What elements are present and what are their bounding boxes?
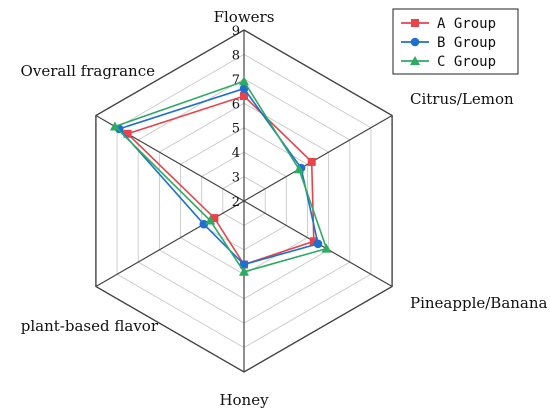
spoke-1 — [243, 114, 393, 202]
legend-label: C Group — [437, 54, 496, 70]
tick-label: 2 — [232, 195, 240, 210]
tick-label: 7 — [232, 73, 240, 88]
data-point — [239, 260, 249, 269]
data-point — [307, 157, 316, 166]
tick-label: 8 — [232, 48, 240, 63]
tick-label: 3 — [232, 171, 240, 186]
legend: A Group B Group C Group — [392, 8, 519, 75]
series-line — [113, 80, 328, 273]
radar-axis-labels: Flowers Citrus/Lemon Pineapple/Banana Honey… — [21, 8, 548, 409]
data-point — [199, 219, 209, 229]
data-point — [239, 266, 249, 276]
axis-label-1: Citrus/Lemon — [410, 90, 514, 108]
radar-tick-labels: 2 3 4 5 6 7 8 9 — [232, 24, 240, 210]
data-point — [205, 215, 216, 225]
data-point — [321, 243, 332, 253]
radar-series — [109, 76, 332, 276]
axis-label-2: Pineapple/Banana — [410, 294, 548, 312]
axis-label-0: Flowers — [214, 8, 275, 26]
legend-item: B Group — [401, 35, 496, 51]
series-b-group — [114, 84, 323, 269]
data-point — [240, 92, 248, 100]
axis-label-4: plant-based flavor — [21, 317, 159, 335]
axis-label-3: Honey — [219, 391, 269, 409]
legend-marker — [410, 56, 420, 65]
legend-label: B Group — [437, 35, 496, 51]
tick-label: 9 — [232, 24, 240, 39]
legend-marker — [410, 37, 420, 47]
axis-label-5: Overall fragrance — [21, 62, 156, 80]
spoke-4 — [95, 200, 245, 288]
data-point — [239, 76, 249, 86]
data-point — [294, 164, 304, 174]
tick-label: 6 — [232, 97, 240, 112]
legend-marker — [411, 19, 419, 27]
tick-label: 4 — [232, 146, 240, 161]
legend-label: A Group — [437, 16, 496, 32]
data-point — [239, 84, 249, 93]
legend-item: C Group — [401, 54, 496, 70]
data-point — [109, 121, 120, 131]
series-c-group — [109, 76, 332, 276]
tick-label: 5 — [232, 122, 240, 137]
data-point — [313, 239, 323, 249]
data-point — [123, 129, 132, 138]
data-point — [210, 214, 219, 223]
legend-item: A Group — [401, 16, 496, 32]
data-point — [309, 237, 318, 246]
